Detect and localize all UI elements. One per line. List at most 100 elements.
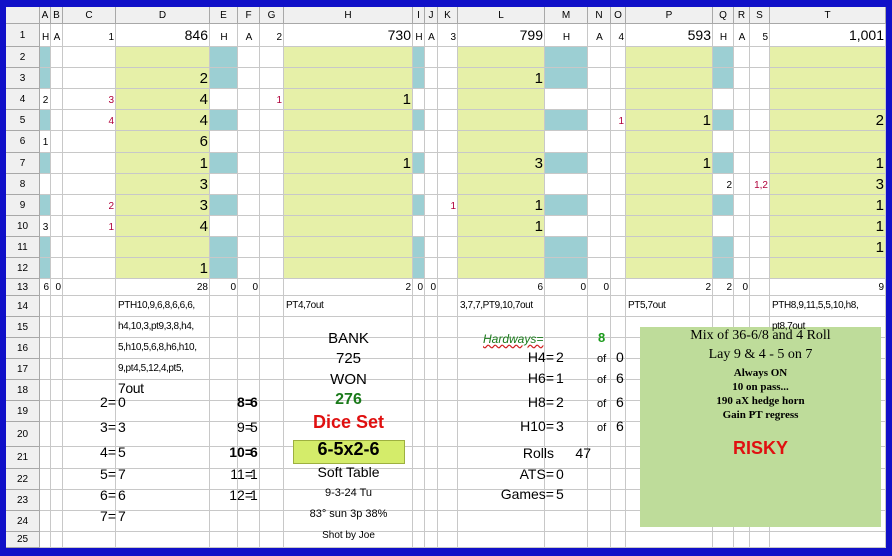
cell[interactable]: [116, 24, 210, 47]
cell[interactable]: [284, 68, 413, 89]
cell[interactable]: [284, 153, 413, 174]
row-header-6[interactable]: 6: [6, 131, 40, 153]
cell[interactable]: [51, 216, 63, 237]
row-header-12[interactable]: 12: [6, 258, 40, 279]
cell[interactable]: [611, 195, 626, 216]
cell[interactable]: [260, 469, 284, 490]
cell[interactable]: [588, 110, 611, 131]
cell[interactable]: [238, 89, 260, 110]
cell[interactable]: [545, 532, 588, 548]
cell[interactable]: [210, 258, 238, 279]
cell[interactable]: [63, 216, 116, 237]
cell[interactable]: [545, 422, 588, 447]
cell[interactable]: [63, 380, 116, 401]
cell[interactable]: [116, 153, 210, 174]
cell[interactable]: [63, 153, 116, 174]
cell[interactable]: [458, 359, 545, 380]
cell[interactable]: [750, 296, 770, 317]
row-header-21[interactable]: 21: [6, 447, 40, 469]
cell[interactable]: [750, 216, 770, 237]
cell[interactable]: [545, 401, 588, 422]
column-header-i[interactable]: I: [413, 7, 425, 24]
cell[interactable]: [588, 237, 611, 258]
cell[interactable]: [588, 380, 611, 401]
cell[interactable]: [51, 258, 63, 279]
cell[interactable]: [588, 174, 611, 195]
cell[interactable]: [413, 174, 425, 195]
cell[interactable]: [210, 195, 238, 216]
column-header-t[interactable]: T: [770, 7, 886, 24]
cell[interactable]: [51, 131, 63, 153]
cell[interactable]: [438, 24, 458, 47]
cell[interactable]: [116, 422, 210, 447]
cell[interactable]: [413, 131, 425, 153]
cell[interactable]: [51, 511, 63, 532]
cell[interactable]: [458, 447, 545, 469]
cell[interactable]: [458, 258, 545, 279]
cell[interactable]: [750, 24, 770, 47]
cell[interactable]: [116, 338, 210, 359]
cell[interactable]: [458, 380, 545, 401]
cell[interactable]: [750, 47, 770, 68]
cell[interactable]: [458, 511, 545, 532]
cell[interactable]: [238, 469, 260, 490]
cell[interactable]: [438, 68, 458, 89]
row-header-10[interactable]: 10: [6, 216, 40, 237]
cell[interactable]: [588, 24, 611, 47]
cell[interactable]: [260, 359, 284, 380]
row-header-9[interactable]: 9: [6, 195, 40, 216]
cell[interactable]: [734, 258, 750, 279]
cell[interactable]: [425, 131, 438, 153]
cell[interactable]: [626, 24, 713, 47]
cell[interactable]: [51, 68, 63, 89]
cell[interactable]: [210, 68, 238, 89]
cell[interactable]: [438, 422, 458, 447]
cell[interactable]: [51, 380, 63, 401]
cell[interactable]: [40, 296, 51, 317]
cell[interactable]: [116, 317, 210, 338]
cell[interactable]: [458, 237, 545, 258]
cell[interactable]: [413, 469, 425, 490]
column-header-s[interactable]: S: [750, 7, 770, 24]
cell[interactable]: [611, 338, 626, 359]
cell[interactable]: [260, 279, 284, 296]
cell[interactable]: [238, 279, 260, 296]
cell[interactable]: [734, 110, 750, 131]
cell[interactable]: [458, 89, 545, 110]
cell[interactable]: [611, 258, 626, 279]
row-header-4[interactable]: 4: [6, 89, 40, 110]
cell[interactable]: [588, 401, 611, 422]
cell[interactable]: [116, 447, 210, 469]
cell[interactable]: [438, 359, 458, 380]
column-header-p[interactable]: P: [626, 7, 713, 24]
cell[interactable]: [116, 401, 210, 422]
cell[interactable]: [284, 296, 413, 317]
cell[interactable]: [210, 89, 238, 110]
column-header-f[interactable]: F: [238, 7, 260, 24]
column-header-e[interactable]: E: [210, 7, 238, 24]
cell[interactable]: [284, 511, 413, 532]
cell[interactable]: [425, 401, 438, 422]
cell[interactable]: [611, 131, 626, 153]
cell[interactable]: [438, 532, 458, 548]
cell[interactable]: [458, 338, 545, 359]
cell[interactable]: [458, 24, 545, 47]
cell[interactable]: [260, 422, 284, 447]
cell[interactable]: [734, 89, 750, 110]
cell[interactable]: [545, 359, 588, 380]
cell[interactable]: [425, 338, 438, 359]
cell[interactable]: [413, 296, 425, 317]
cell[interactable]: [438, 296, 458, 317]
cell[interactable]: [713, 89, 734, 110]
cell[interactable]: [545, 447, 588, 469]
cell[interactable]: [238, 511, 260, 532]
cell[interactable]: [734, 47, 750, 68]
cell[interactable]: [210, 338, 238, 359]
cell[interactable]: [425, 258, 438, 279]
cell[interactable]: [458, 131, 545, 153]
cell[interactable]: [545, 68, 588, 89]
cell[interactable]: [545, 258, 588, 279]
cell[interactable]: [545, 216, 588, 237]
cell[interactable]: [588, 359, 611, 380]
cell[interactable]: [260, 110, 284, 131]
